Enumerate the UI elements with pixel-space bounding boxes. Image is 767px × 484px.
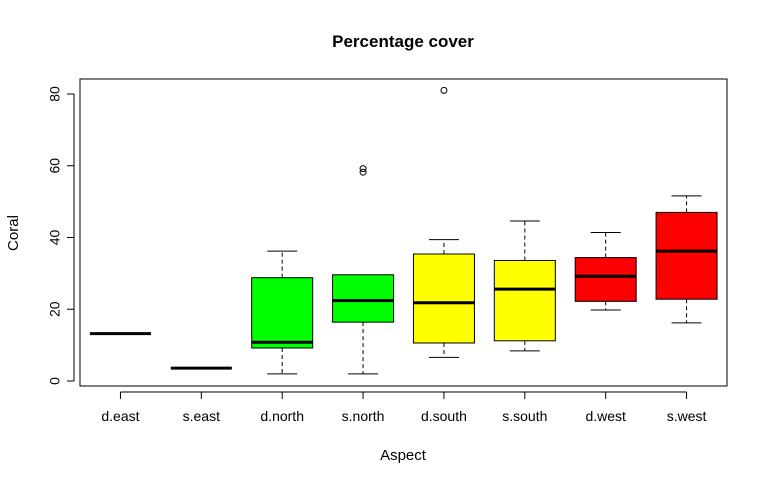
x-tick-label: d.west [585,408,626,424]
x-tick-label: s.north [342,408,385,424]
box-body [574,257,637,302]
x-tick-label: s.south [502,408,547,424]
outlier-point [359,168,367,176]
box-d.west [574,231,637,311]
y-tick-label: 0 [47,377,63,385]
y-tick-label: 60 [47,158,63,174]
plot-frame [79,78,728,387]
box-s.west [655,195,718,324]
box-body [332,274,395,323]
box-body [493,259,556,342]
y-axis-label: Coral [5,215,22,251]
y-axis: 0 20 40 60 80 [47,86,75,385]
y-tick-label: 20 [47,301,63,317]
box-d.south [412,86,475,358]
boxes-group [89,86,718,375]
y-tick-label: 40 [47,230,63,246]
box-s.south [493,220,556,352]
x-tick-label: s.west [667,408,707,424]
chart-title: Percentage cover [332,32,474,51]
box-body [251,277,314,349]
x-tick-label: d.east [101,408,139,424]
box-d.north [251,250,314,375]
x-axis: d.east s.east d.north s.north d.south s.south… [101,391,707,424]
x-axis-label: Aspect [380,447,427,464]
x-tick-label: d.south [421,408,467,424]
x-tick-label: s.east [183,408,220,424]
box-body [655,211,718,300]
y-tick-label: 80 [47,86,63,102]
x-tick-label: d.north [260,408,304,424]
box-body [412,253,475,344]
outlier-point [440,86,448,94]
outlier-point [359,165,367,173]
box-s.north [332,165,395,375]
